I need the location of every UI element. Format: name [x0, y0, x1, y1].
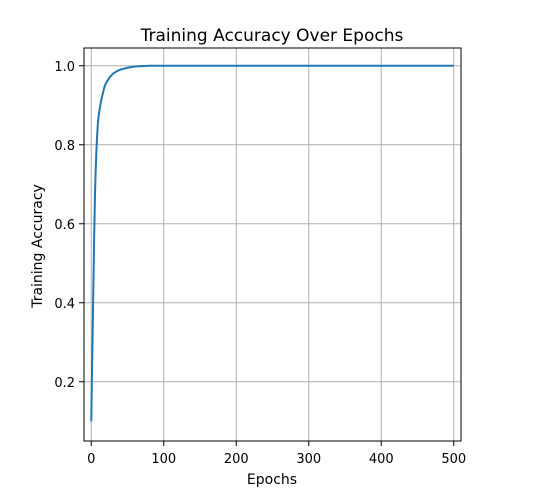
y-tick-label: 1.0: [54, 60, 75, 75]
y-tick-label: 0.8: [54, 139, 75, 154]
x-tick-label: 100: [151, 452, 176, 467]
x-tick-label: 400: [369, 452, 394, 467]
y-axis-label: Training Accuracy: [30, 184, 46, 309]
x-axis-label: Epochs: [247, 472, 297, 488]
x-axis-ticks: 0 100 200 300 400 500: [87, 441, 466, 467]
y-axis-ticks: 0.2 0.4 0.6 0.8 1.0: [54, 60, 84, 391]
x-tick-label: 0: [87, 452, 95, 467]
series-layer: [90, 64, 454, 422]
chart-title: Training Accuracy Over Epochs: [140, 26, 404, 46]
y-tick-label: 0.6: [54, 218, 75, 233]
y-tick-label: 0.2: [54, 376, 75, 391]
x-tick-label: 200: [224, 452, 249, 467]
x-tick-label: 300: [296, 452, 321, 467]
y-tick-label: 0.4: [54, 297, 75, 312]
x-tick-label: 500: [441, 452, 466, 467]
plot-frame: [83, 47, 462, 442]
series-line-0: [90, 64, 454, 422]
grid: [84, 48, 461, 441]
